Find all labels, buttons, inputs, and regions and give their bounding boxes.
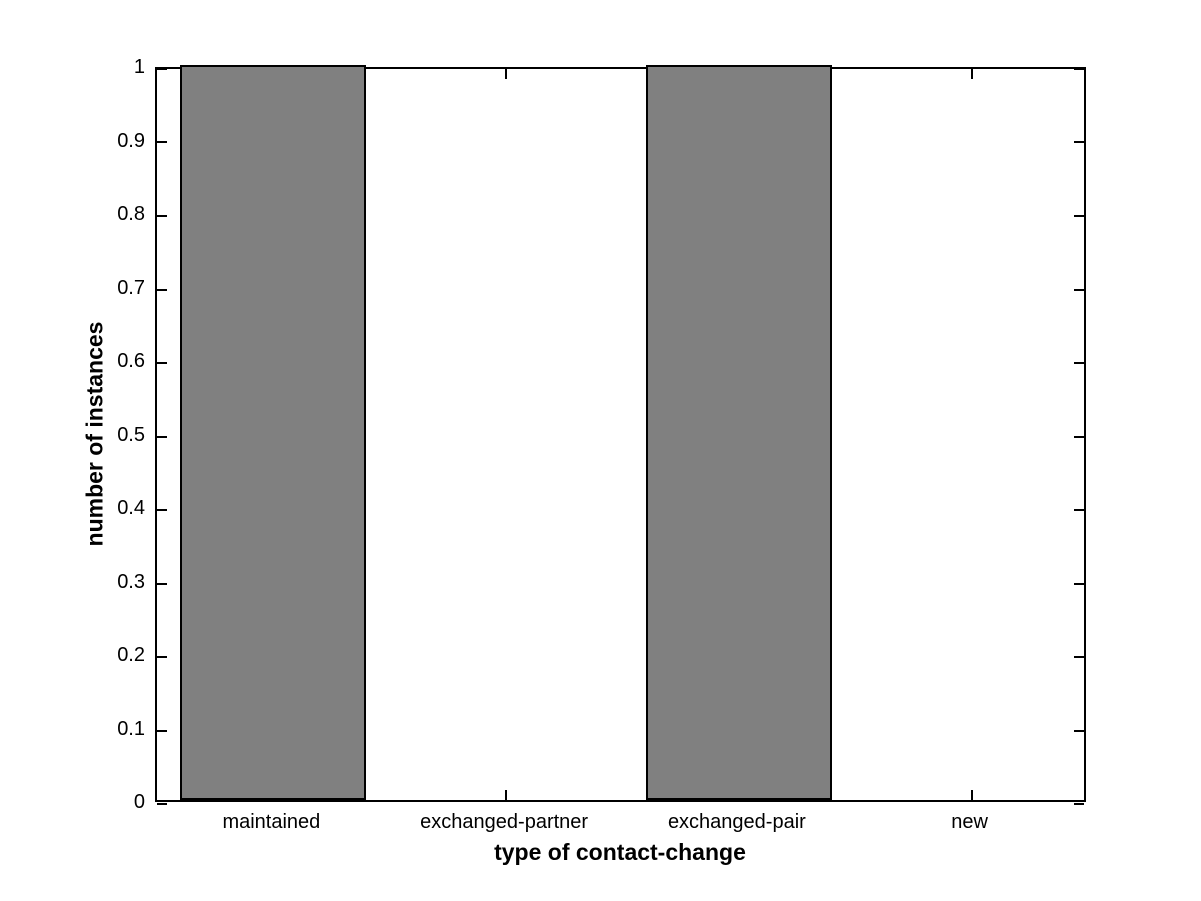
y-tick-mark (157, 289, 167, 291)
y-tick-mark (157, 583, 167, 585)
y-tick-mark (1074, 436, 1084, 438)
y-tick-label: 0.4 (117, 497, 145, 519)
y-tick-mark (1074, 730, 1084, 732)
y-tick-mark (1074, 68, 1084, 70)
x-tick-mark (505, 69, 507, 79)
y-tick-label: 0.7 (117, 276, 145, 299)
bar-maintained (180, 65, 366, 800)
bar-exchanged-pair (646, 65, 832, 800)
y-tick-mark (1074, 289, 1084, 291)
y-tick-mark (157, 215, 167, 217)
x-tick-mark (971, 69, 973, 79)
y-tick-mark (157, 656, 167, 658)
y-tick-label: 0.6 (117, 350, 145, 372)
y-tick-mark (157, 803, 167, 805)
x-tick-label-exchanged-pair: exchanged-pair (667, 811, 806, 833)
y-tick-label: 0.8 (117, 203, 145, 225)
x-axis-label: type of contact-change (494, 839, 746, 865)
y-tick-mark (157, 509, 167, 511)
y-tick-mark (1074, 583, 1084, 585)
y-tick-mark (1074, 215, 1084, 217)
y-tick-mark (1074, 362, 1084, 364)
y-tick-mark (157, 436, 167, 438)
y-tick-label: 0.9 (117, 129, 145, 152)
y-tick-mark (157, 141, 167, 143)
y-tick-label: 1 (133, 56, 145, 78)
y-tick-label: 0.1 (117, 717, 145, 740)
y-tick-mark (157, 730, 167, 732)
x-tick-label-exchanged-partner: exchanged-partner (420, 811, 589, 833)
y-tick-mark (1074, 656, 1084, 658)
y-tick-label: 0.3 (117, 570, 145, 593)
x-tick-label-maintained: maintained (222, 811, 321, 833)
y-tick-mark (1074, 803, 1084, 805)
x-tick-mark (505, 790, 507, 800)
y-tick-mark (157, 68, 167, 70)
x-tick-mark (971, 790, 973, 800)
y-tick-label: 0 (133, 791, 145, 813)
x-tick-label-new: new (951, 811, 988, 833)
plot-area (155, 65, 1086, 805)
y-tick-mark (157, 362, 167, 364)
y-tick-label: 0.5 (117, 423, 145, 446)
y-tick-mark (1074, 509, 1084, 511)
y-tick-mark (1074, 141, 1084, 143)
y-tick-label: 0.2 (117, 644, 145, 666)
